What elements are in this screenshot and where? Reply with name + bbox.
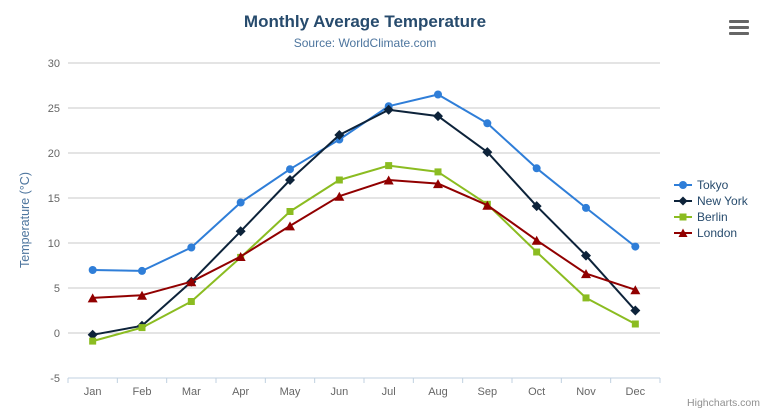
data-point-berlin[interactable] <box>187 298 195 305</box>
data-point-new-york[interactable] <box>531 201 542 212</box>
y-axis-label: 25 <box>48 103 60 115</box>
legend-marker-icon <box>674 228 692 237</box>
series-line-tokyo[interactable] <box>91 93 637 272</box>
data-point-new-york[interactable] <box>334 130 345 140</box>
data-point-london[interactable] <box>87 293 98 303</box>
data-point-berlin[interactable] <box>89 337 97 345</box>
data-point-new-york[interactable] <box>235 226 246 237</box>
data-point-new-york[interactable] <box>285 175 295 185</box>
data-point-tokyo[interactable] <box>631 242 640 251</box>
chart-title: Monthly Average Temperature <box>243 12 487 31</box>
data-point-london[interactable] <box>235 252 246 261</box>
data-point-berlin[interactable] <box>138 324 146 332</box>
data-point-new-york[interactable] <box>87 329 98 340</box>
data-point-london[interactable] <box>186 277 197 287</box>
legend-item-new-york[interactable]: New York <box>674 193 748 209</box>
y-axis-label: -5 <box>50 373 60 385</box>
legend-item-tokyo[interactable]: Tokyo <box>674 177 748 193</box>
x-axis-label: Feb <box>133 386 152 398</box>
data-point-berlin[interactable] <box>335 176 343 184</box>
data-point-london[interactable] <box>137 290 147 300</box>
legend-item-berlin[interactable]: Berlin <box>674 209 748 225</box>
legend-label: Berlin <box>697 210 728 224</box>
data-point-tokyo[interactable] <box>483 119 492 128</box>
data-point-tokyo[interactable] <box>236 198 245 207</box>
data-point-berlin[interactable] <box>434 168 442 176</box>
x-axis-label: Mar <box>182 386 201 398</box>
x-axis-label: Jun <box>330 386 348 398</box>
x-axis-label: May <box>280 386 301 398</box>
data-point-london[interactable] <box>285 221 295 231</box>
legend-marker-icon <box>674 196 692 206</box>
y-axis-label: 20 <box>48 148 60 160</box>
data-point-berlin[interactable] <box>385 162 393 170</box>
x-axis-label: Jul <box>382 386 396 398</box>
data-point-new-york[interactable] <box>581 250 591 261</box>
hamburger-bar <box>729 20 749 23</box>
y-axis-label: 0 <box>54 328 60 340</box>
data-point-london[interactable] <box>383 175 394 185</box>
data-point-tokyo[interactable] <box>187 243 196 252</box>
data-point-london[interactable] <box>581 269 591 279</box>
legend-label: Tokyo <box>697 178 729 192</box>
data-point-london[interactable] <box>433 179 443 189</box>
y-axis-label: 15 <box>48 193 60 205</box>
data-point-london[interactable] <box>482 200 493 210</box>
data-point-tokyo[interactable] <box>286 165 294 174</box>
x-axis-label: Nov <box>576 386 596 398</box>
series-line-berlin[interactable] <box>91 164 637 343</box>
y-axis-label: 30 <box>48 58 60 70</box>
x-axis-label: Oct <box>528 386 545 398</box>
legend-marker-icon <box>674 213 692 221</box>
data-point-tokyo[interactable] <box>138 266 146 275</box>
data-point-tokyo[interactable] <box>88 266 97 274</box>
chart-subtitle: Source: WorldClimate.com <box>293 36 437 50</box>
data-point-london[interactable] <box>531 235 542 245</box>
x-axis-label: Apr <box>232 386 249 398</box>
data-point-new-york[interactable] <box>433 111 443 122</box>
hamburger-bar <box>729 26 749 29</box>
y-axis-label: 10 <box>48 238 60 250</box>
x-axis-label: Sep <box>478 386 498 398</box>
legend-label: New York <box>697 194 748 208</box>
data-point-berlin[interactable] <box>631 320 639 328</box>
y-axis-label: 5 <box>54 283 60 295</box>
x-axis-label: Aug <box>428 386 448 398</box>
x-axis-label: Dec <box>626 386 646 398</box>
credits-link[interactable]: Highcharts.com <box>687 397 760 409</box>
legend-item-london[interactable]: London <box>674 225 748 241</box>
legend-marker-icon <box>674 181 692 189</box>
series-line-new-york[interactable] <box>91 108 637 336</box>
data-point-berlin[interactable] <box>582 294 590 302</box>
data-point-tokyo[interactable] <box>532 164 541 173</box>
legend: Tokyo New York Berlin London <box>674 177 748 241</box>
data-point-tokyo[interactable] <box>434 90 442 99</box>
x-axis-label: Jan <box>84 386 102 398</box>
series-line-london[interactable] <box>91 179 637 299</box>
hamburger-bar <box>729 32 749 35</box>
hamburger-menu-icon[interactable] <box>729 20 751 35</box>
data-point-berlin[interactable] <box>533 248 541 256</box>
data-point-new-york[interactable] <box>630 305 641 316</box>
data-point-london[interactable] <box>630 285 641 295</box>
data-point-new-york[interactable] <box>383 104 394 115</box>
data-point-london[interactable] <box>334 191 345 201</box>
data-point-new-york[interactable] <box>482 147 493 158</box>
legend-label: London <box>697 226 738 240</box>
data-point-berlin[interactable] <box>286 208 294 215</box>
data-point-tokyo[interactable] <box>582 203 590 212</box>
